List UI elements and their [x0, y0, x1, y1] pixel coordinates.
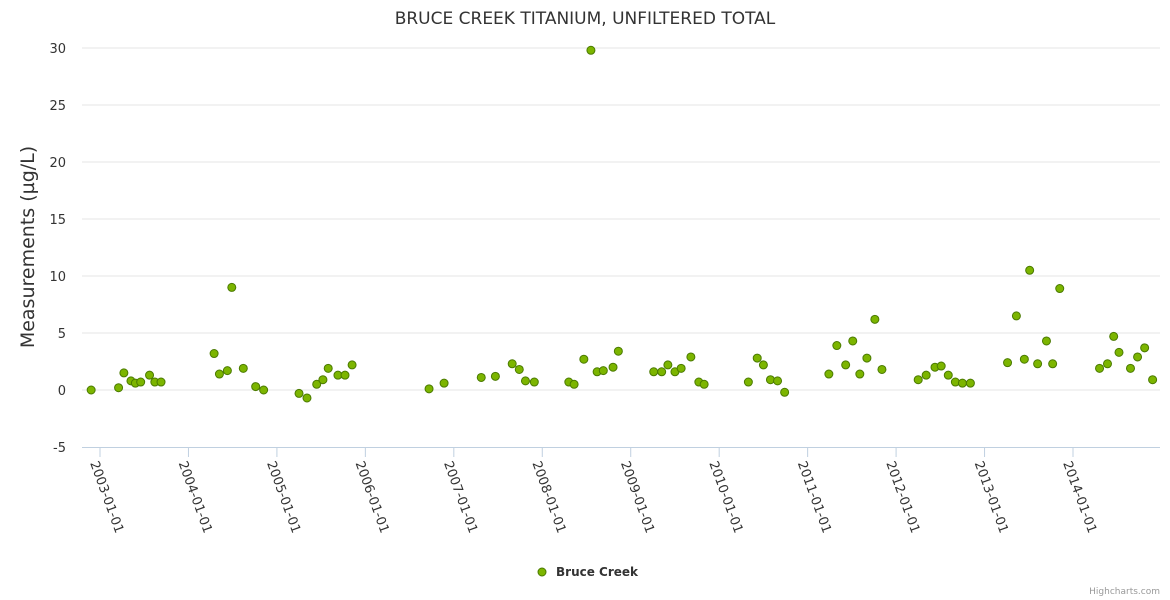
- data-point[interactable]: [1095, 363, 1105, 373]
- y-tick-label: 10: [49, 270, 66, 285]
- data-point[interactable]: [848, 336, 858, 346]
- data-point[interactable]: [222, 366, 232, 376]
- data-point[interactable]: [608, 362, 618, 372]
- data-point[interactable]: [832, 341, 842, 351]
- data-point[interactable]: [227, 282, 237, 292]
- y-tick-label: 0: [58, 384, 66, 399]
- y-tick-label: 5: [58, 327, 66, 342]
- data-point[interactable]: [259, 385, 269, 395]
- data-point[interactable]: [209, 349, 219, 359]
- data-point[interactable]: [347, 360, 357, 370]
- data-point[interactable]: [1003, 358, 1013, 368]
- data-point[interactable]: [752, 353, 762, 363]
- data-point[interactable]: [1102, 359, 1112, 369]
- data-point[interactable]: [1133, 352, 1143, 362]
- data-point[interactable]: [780, 387, 790, 397]
- data-point[interactable]: [877, 364, 887, 374]
- data-point[interactable]: [1025, 265, 1035, 275]
- data-point[interactable]: [699, 379, 709, 389]
- data-point[interactable]: [119, 368, 129, 378]
- credits-link[interactable]: Highcharts.com: [1089, 587, 1160, 597]
- data-point[interactable]: [439, 378, 449, 388]
- data-point[interactable]: [1125, 363, 1135, 373]
- data-point[interactable]: [824, 369, 834, 379]
- data-point[interactable]: [649, 367, 659, 377]
- data-point[interactable]: [965, 378, 975, 388]
- data-point[interactable]: [743, 377, 753, 387]
- data-point[interactable]: [1055, 284, 1065, 294]
- data-point[interactable]: [114, 383, 124, 393]
- data-point[interactable]: [657, 367, 667, 377]
- data-point[interactable]: [1048, 359, 1058, 369]
- data-point[interactable]: [323, 363, 333, 373]
- data-point[interactable]: [476, 372, 486, 382]
- data-point[interactable]: [579, 354, 589, 364]
- y-axis-label: Measurements (µg/L): [17, 146, 39, 348]
- chart-title: BRUCE CREEK TITANIUM, UNFILTERED TOTAL: [395, 9, 776, 29]
- data-point[interactable]: [686, 352, 696, 362]
- data-point[interactable]: [156, 377, 166, 387]
- data-point[interactable]: [1019, 354, 1029, 364]
- data-point[interactable]: [957, 378, 967, 388]
- data-point[interactable]: [862, 353, 872, 363]
- data-point[interactable]: [145, 370, 155, 380]
- data-point[interactable]: [529, 377, 539, 387]
- data-point[interactable]: [424, 384, 434, 394]
- y-tick-label: 25: [49, 99, 66, 114]
- data-point[interactable]: [936, 361, 946, 371]
- y-axis-ticks: -5 0 5 10 15 20 25 30: [49, 42, 66, 456]
- data-point[interactable]: [238, 363, 248, 373]
- data-point[interactable]: [507, 359, 517, 369]
- data-point[interactable]: [569, 379, 579, 389]
- data-point[interactable]: [312, 379, 322, 389]
- data-point[interactable]: [520, 376, 530, 386]
- data-point[interactable]: [294, 388, 304, 398]
- data-point[interactable]: [773, 376, 783, 386]
- y-tick-label: 20: [49, 156, 66, 171]
- data-point[interactable]: [490, 371, 500, 381]
- data-point[interactable]: [1140, 343, 1150, 353]
- data-point[interactable]: [302, 393, 312, 403]
- legend-label[interactable]: Bruce Creek: [556, 565, 639, 579]
- data-point[interactable]: [613, 346, 623, 356]
- data-point[interactable]: [1109, 331, 1119, 341]
- data-point[interactable]: [251, 382, 261, 392]
- legend-marker[interactable]: [537, 567, 547, 577]
- data-point[interactable]: [340, 370, 350, 380]
- data-point[interactable]: [1114, 347, 1124, 357]
- data-point[interactable]: [943, 370, 953, 380]
- data-point[interactable]: [598, 366, 608, 376]
- series-bruce-creek[interactable]: [86, 45, 1158, 403]
- data-point[interactable]: [1033, 359, 1043, 369]
- data-point[interactable]: [841, 360, 851, 370]
- data-point[interactable]: [921, 370, 931, 380]
- legend[interactable]: Bruce Creek: [537, 565, 639, 579]
- y-tick-label: 15: [49, 213, 66, 228]
- y-tick-label: 30: [49, 42, 66, 57]
- data-point[interactable]: [1011, 311, 1021, 321]
- y-tick-label: -5: [53, 441, 66, 456]
- data-point[interactable]: [913, 375, 923, 385]
- data-point[interactable]: [318, 375, 328, 385]
- data-point[interactable]: [514, 364, 524, 374]
- data-point[interactable]: [663, 360, 673, 370]
- data-point[interactable]: [855, 369, 865, 379]
- data-point[interactable]: [676, 363, 686, 373]
- data-point[interactable]: [1041, 336, 1051, 346]
- data-point[interactable]: [86, 385, 96, 395]
- data-point[interactable]: [758, 360, 768, 370]
- data-point[interactable]: [1148, 375, 1158, 385]
- data-point[interactable]: [586, 45, 596, 55]
- data-point[interactable]: [214, 369, 224, 379]
- data-point[interactable]: [136, 377, 146, 387]
- data-point[interactable]: [870, 314, 880, 324]
